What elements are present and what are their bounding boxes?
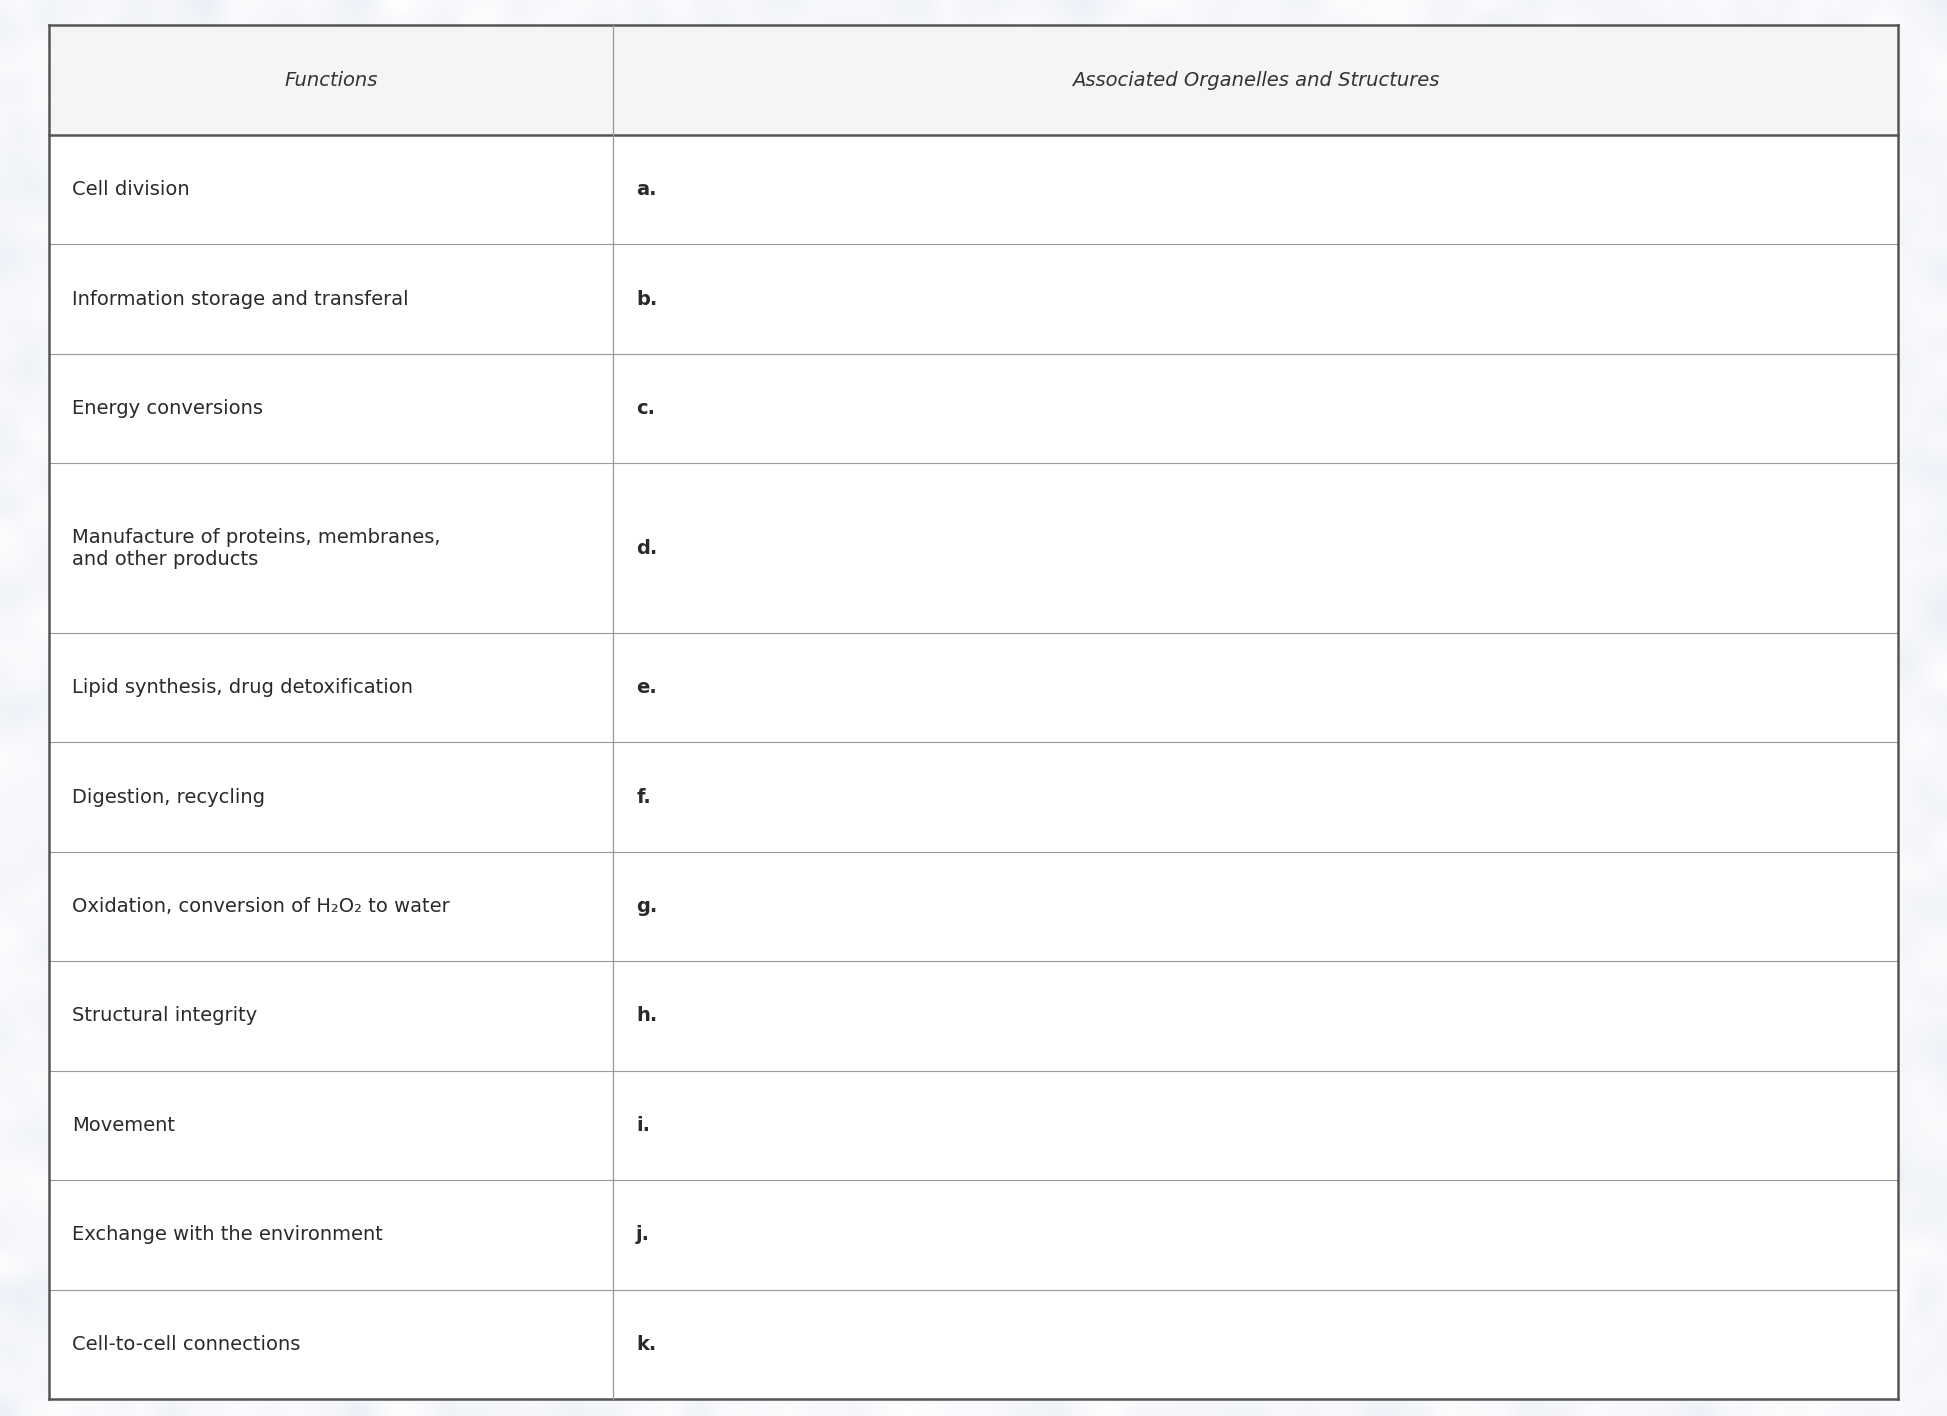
Bar (49, 354, 613, 463)
Bar (49, 1290, 613, 1399)
Text: Lipid synthesis, drug detoxification: Lipid synthesis, drug detoxification (72, 678, 413, 697)
Bar (49, 245, 613, 354)
Bar (613, 1290, 1898, 1399)
Text: f.: f. (637, 787, 650, 807)
Text: a.: a. (637, 180, 656, 200)
Text: Oxidation, conversion of H₂O₂ to water: Oxidation, conversion of H₂O₂ to water (72, 896, 450, 916)
Text: d.: d. (637, 538, 658, 558)
Bar (613, 135, 1898, 245)
Text: c.: c. (637, 399, 656, 418)
Text: Energy conversions: Energy conversions (72, 399, 263, 418)
Bar (49, 1070, 613, 1180)
Text: b.: b. (637, 290, 658, 309)
Text: Manufacture of proteins, membranes,
and other products: Manufacture of proteins, membranes, and … (72, 528, 440, 569)
Text: Functions: Functions (284, 71, 378, 89)
Bar (613, 852, 1898, 961)
Text: Information storage and transferal: Information storage and transferal (72, 290, 409, 309)
Bar (613, 245, 1898, 354)
Text: j.: j. (637, 1225, 650, 1245)
Bar (613, 633, 1898, 742)
Bar (613, 463, 1898, 633)
Bar (613, 354, 1898, 463)
Bar (49, 742, 613, 852)
Bar (49, 852, 613, 961)
Text: i.: i. (637, 1116, 650, 1134)
Text: g.: g. (637, 896, 658, 916)
Text: Movement: Movement (72, 1116, 175, 1134)
Text: k.: k. (637, 1335, 656, 1354)
Bar (49, 135, 613, 245)
Text: Structural integrity: Structural integrity (72, 1007, 257, 1025)
Text: e.: e. (637, 678, 656, 697)
Bar (49, 1180, 613, 1290)
Bar (613, 961, 1898, 1070)
Bar (613, 742, 1898, 852)
Bar (613, 1070, 1898, 1180)
Text: Cell-to-cell connections: Cell-to-cell connections (72, 1335, 300, 1354)
Bar (49, 961, 613, 1070)
Text: h.: h. (637, 1007, 658, 1025)
Text: Digestion, recycling: Digestion, recycling (72, 787, 265, 807)
Text: Cell division: Cell division (72, 180, 189, 200)
Bar (49, 463, 613, 633)
Text: Associated Organelles and Structures: Associated Organelles and Structures (1073, 71, 1439, 89)
Bar (613, 1180, 1898, 1290)
Bar (49, 633, 613, 742)
Bar (49, 25, 1898, 135)
Text: Exchange with the environment: Exchange with the environment (72, 1225, 384, 1245)
